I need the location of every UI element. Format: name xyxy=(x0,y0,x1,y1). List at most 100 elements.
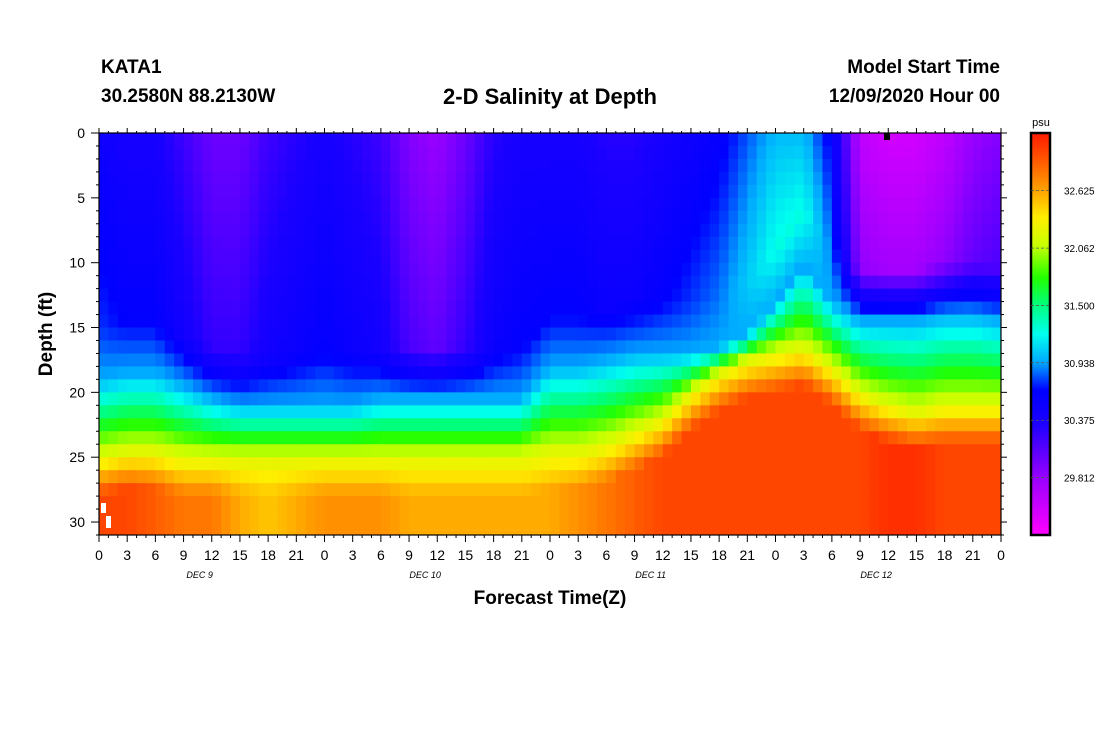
heatmap-cell xyxy=(784,496,795,510)
heatmap-cell xyxy=(99,340,109,355)
heatmap-cell xyxy=(925,314,936,329)
heatmap-cell xyxy=(878,457,889,471)
heatmap-cell xyxy=(333,301,344,316)
heatmap-cell xyxy=(183,405,194,419)
heatmap-cell xyxy=(145,133,156,147)
heatmap-cell xyxy=(296,275,307,290)
heatmap-cell xyxy=(907,470,918,484)
heatmap-cell xyxy=(606,496,617,510)
heatmap-cell xyxy=(963,431,974,445)
heatmap-cell xyxy=(380,262,391,277)
heatmap-cell xyxy=(860,483,871,497)
heatmap-cell xyxy=(418,236,429,251)
heatmap-cell xyxy=(399,236,410,251)
heatmap-cell xyxy=(672,457,683,471)
heatmap-cell xyxy=(99,457,109,471)
heatmap-cell xyxy=(371,133,382,147)
heatmap-cell xyxy=(728,327,739,342)
heatmap-cell xyxy=(474,314,485,329)
model-start-value: 12/09/2020 Hour 00 xyxy=(828,86,1000,107)
x-tick-label: 6 xyxy=(602,547,610,563)
heatmap-cell xyxy=(559,249,570,264)
heatmap-cell xyxy=(559,405,570,419)
heatmap-cell xyxy=(775,236,786,251)
heatmap-cell xyxy=(503,327,514,342)
heatmap-cell xyxy=(136,314,147,329)
heatmap-cell xyxy=(333,379,344,393)
heatmap-cell xyxy=(737,288,748,303)
heatmap-cell xyxy=(268,223,279,238)
heatmap-cell xyxy=(324,522,335,535)
heatmap-cell xyxy=(521,197,532,212)
heatmap-cell xyxy=(456,327,467,342)
heatmap-cell xyxy=(230,431,241,445)
heatmap-cell xyxy=(954,444,965,458)
heatmap-cell xyxy=(202,301,213,316)
heatmap-cell xyxy=(700,171,711,186)
heatmap-cell xyxy=(108,236,119,251)
heatmap-cell xyxy=(813,392,824,406)
heatmap-cell xyxy=(756,314,767,329)
heatmap-cell xyxy=(296,457,307,471)
heatmap-cell xyxy=(794,470,805,484)
heatmap-cell xyxy=(437,418,448,432)
heatmap-cell xyxy=(286,418,297,432)
heatmap-cell xyxy=(249,301,260,316)
heatmap-cell xyxy=(719,340,730,355)
heatmap-cell xyxy=(296,366,307,380)
heatmap-cell xyxy=(230,301,241,316)
heatmap-cell xyxy=(437,184,448,199)
heatmap-cell xyxy=(719,275,730,290)
heatmap-cell xyxy=(596,483,607,497)
heatmap-cell xyxy=(390,171,401,186)
heatmap-cell xyxy=(794,133,805,147)
heatmap-cell xyxy=(399,457,410,471)
heatmap-cell xyxy=(465,353,476,368)
heatmap-cell xyxy=(963,444,974,458)
heatmap-cell xyxy=(315,353,326,368)
heatmap-cell xyxy=(399,509,410,523)
heatmap-cell xyxy=(108,522,119,535)
heatmap-cell xyxy=(164,470,175,484)
heatmap-cell xyxy=(775,158,786,173)
heatmap-cell xyxy=(634,236,645,251)
heatmap-cell xyxy=(521,405,532,419)
heatmap-cell xyxy=(963,288,974,303)
heatmap-cell xyxy=(587,158,598,173)
heatmap-cell xyxy=(164,301,175,316)
heatmap-cell xyxy=(719,431,730,445)
heatmap-cell xyxy=(860,288,871,303)
heatmap-cell xyxy=(239,483,250,497)
heatmap-cell xyxy=(352,522,363,535)
heatmap-cell xyxy=(587,353,598,368)
heatmap-cell xyxy=(972,210,983,225)
heatmap-cell xyxy=(474,483,485,497)
heatmap-cell xyxy=(756,444,767,458)
heatmap-cell xyxy=(362,483,373,497)
heatmap-cell xyxy=(972,431,983,445)
heatmap-cell xyxy=(860,457,871,471)
heatmap-cell xyxy=(991,366,1001,380)
heatmap-cell xyxy=(963,405,974,419)
heatmap-cell xyxy=(324,353,335,368)
heatmap-cell xyxy=(954,431,965,445)
heatmap-cell xyxy=(756,249,767,264)
heatmap-cell xyxy=(606,405,617,419)
heatmap-cell xyxy=(841,249,852,264)
heatmap-cell xyxy=(230,496,241,510)
heatmap-cell xyxy=(643,288,654,303)
heatmap-cell xyxy=(963,223,974,238)
heatmap-cell xyxy=(897,431,908,445)
heatmap-cell xyxy=(427,210,438,225)
heatmap-cell xyxy=(174,184,185,199)
heatmap-cell xyxy=(474,444,485,458)
heatmap-cell xyxy=(944,197,955,212)
heatmap-cell xyxy=(831,197,842,212)
heatmap-cell xyxy=(239,509,250,523)
heatmap-cell xyxy=(371,145,382,160)
heatmap-cell xyxy=(127,236,138,251)
heatmap-cell xyxy=(202,457,213,471)
heatmap-cell xyxy=(164,184,175,199)
heatmap-cell xyxy=(568,288,579,303)
heatmap-cell xyxy=(437,262,448,277)
